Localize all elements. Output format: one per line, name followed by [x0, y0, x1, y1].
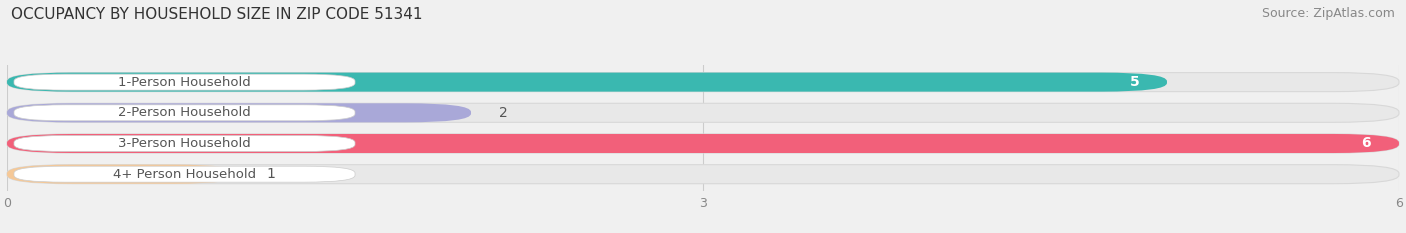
FancyBboxPatch shape [7, 134, 1399, 153]
Text: Source: ZipAtlas.com: Source: ZipAtlas.com [1261, 7, 1395, 20]
Text: 2: 2 [499, 106, 508, 120]
Text: 4+ Person Household: 4+ Person Household [112, 168, 256, 181]
FancyBboxPatch shape [14, 136, 354, 151]
FancyBboxPatch shape [7, 165, 1399, 184]
FancyBboxPatch shape [7, 73, 1399, 92]
FancyBboxPatch shape [7, 103, 471, 122]
FancyBboxPatch shape [7, 103, 1399, 122]
FancyBboxPatch shape [14, 105, 354, 121]
FancyBboxPatch shape [14, 166, 354, 182]
Text: 6: 6 [1361, 137, 1371, 151]
Text: 3-Person Household: 3-Person Household [118, 137, 250, 150]
Text: 1: 1 [267, 167, 276, 181]
Text: OCCUPANCY BY HOUSEHOLD SIZE IN ZIP CODE 51341: OCCUPANCY BY HOUSEHOLD SIZE IN ZIP CODE … [11, 7, 423, 22]
Text: 2-Person Household: 2-Person Household [118, 106, 250, 119]
FancyBboxPatch shape [7, 165, 239, 184]
FancyBboxPatch shape [14, 74, 354, 90]
Text: 5: 5 [1129, 75, 1139, 89]
FancyBboxPatch shape [7, 73, 1167, 92]
FancyBboxPatch shape [7, 134, 1399, 153]
Text: 1-Person Household: 1-Person Household [118, 76, 250, 89]
